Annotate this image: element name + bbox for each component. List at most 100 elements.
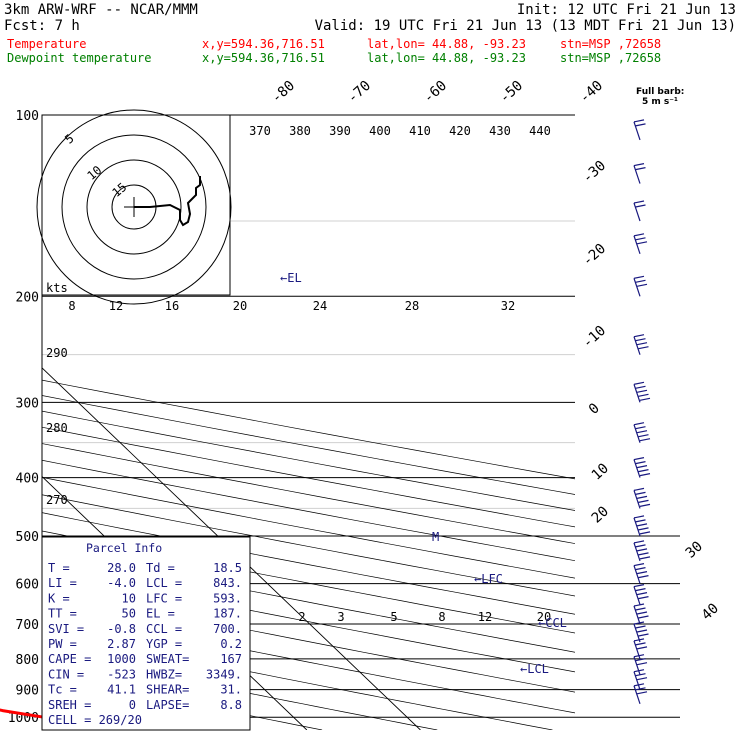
parcel-value: -0.8 — [107, 622, 136, 636]
parcel-key: Tc = — [48, 683, 77, 697]
barb-flag — [633, 381, 645, 385]
barb-shaft — [633, 623, 641, 643]
barb-flag — [638, 469, 649, 473]
barb-shaft — [633, 565, 641, 584]
barb-flag — [636, 283, 648, 287]
isotherm-label: -20 — [580, 241, 610, 270]
parcel-key: TT = — [48, 607, 77, 621]
isotherm-label: 10 — [589, 460, 612, 483]
barb-flag — [635, 461, 646, 465]
wind-barb — [633, 515, 651, 537]
barb-flag — [633, 163, 645, 167]
barb-flag — [639, 438, 651, 442]
barb-flag — [635, 687, 646, 691]
parcel-value: 1000 — [107, 652, 136, 666]
parcel-row: CIN = -523 HWBZ= 3349. — [48, 667, 242, 681]
barb-flag — [635, 607, 646, 611]
theta-label: 440 — [529, 124, 551, 138]
parcel-row: SREH = 0 LAPSE= 8.8 — [48, 698, 242, 712]
barb-flag — [635, 491, 646, 495]
parcel-key: LFC = — [146, 591, 182, 605]
barb-flag — [635, 279, 646, 283]
wind-barb — [633, 457, 651, 478]
barb-flag — [636, 342, 648, 346]
barb-flag — [635, 567, 646, 571]
barb-flag — [639, 531, 651, 535]
parcel-row: T = 28.0 Td = 18.5 — [48, 561, 242, 575]
parcel-value: 31. — [220, 683, 242, 697]
barb-flag — [633, 233, 645, 237]
forecast-hour: Fcst: 7 h — [4, 18, 80, 34]
parcel-key: SHEAR= — [146, 683, 189, 697]
pressure-label-300: 300 — [16, 396, 39, 411]
marker-lcl: ←LCL — [520, 662, 549, 676]
barb-shaft — [633, 671, 641, 690]
marker-lfc: ←LFC — [474, 572, 503, 586]
theta-label: 420 — [449, 124, 471, 138]
wind-barb — [633, 233, 648, 254]
temp-legend-stn: stn=MSP ,72658 — [560, 37, 661, 51]
wind-barb — [633, 683, 648, 704]
barb-shaft — [633, 542, 641, 562]
barb-legend-title: Full barb: — [636, 87, 684, 97]
pressure-label-200: 200 — [16, 290, 39, 305]
barb-flag — [633, 457, 645, 461]
isotherm-label: -80 — [269, 78, 299, 107]
dry-adiabat — [42, 476, 575, 579]
barb-shaft — [633, 586, 641, 605]
speed-label: 8 — [68, 299, 75, 313]
dew-legend-xy: x,y=594.36,716.51 — [202, 51, 325, 65]
barb-flag — [633, 487, 645, 491]
barb-flag — [635, 338, 646, 342]
barb-flag — [633, 540, 645, 544]
temp-legend-xy: x,y=594.36,716.51 — [202, 37, 325, 51]
pressure-label-800: 800 — [16, 653, 39, 668]
parcel-key: SVI = — [48, 622, 84, 636]
barb-flag — [636, 677, 648, 681]
temp-legend-name: Temperature — [7, 37, 86, 51]
wind-barb — [633, 540, 651, 562]
isotherm-label: 30 — [683, 538, 706, 561]
pressure-label-100: 100 — [16, 109, 39, 124]
barb-shaft — [633, 384, 641, 403]
barb-flag — [636, 523, 648, 527]
parcel-key: HWBZ= — [146, 667, 182, 681]
isotherm-label: 0 — [586, 400, 603, 418]
barb-flag — [636, 571, 648, 575]
parcel-value: 18.5 — [213, 561, 242, 575]
parcel-key: CAPE = — [48, 652, 91, 666]
dry-adiabat-label: 290 — [46, 346, 68, 360]
barb-flag — [635, 673, 646, 677]
wind-barb — [633, 200, 646, 222]
parcel-row: PW = 2.87 YGP = 0.2 — [48, 637, 242, 651]
dry-adiabat — [42, 512, 575, 615]
barb-flag — [635, 625, 646, 629]
parcel-value: 10 — [122, 591, 136, 605]
parcel-value: 843. — [213, 576, 242, 590]
hodograph-units: kts — [46, 281, 68, 295]
speed-label: 24 — [313, 299, 327, 313]
parcel-value: -523 — [107, 667, 136, 681]
wind-barb — [633, 275, 648, 297]
barb-flag — [635, 544, 646, 548]
mixing-ratio-label: 8 — [438, 610, 445, 624]
isotherm-label: -70 — [345, 78, 375, 107]
parcel-value: 3349. — [206, 667, 242, 681]
parcel-key: Td = — [146, 561, 175, 575]
barb-flag — [635, 642, 646, 646]
barb-shaft — [633, 490, 641, 509]
parcel-key: EL = — [146, 607, 175, 621]
isotherm-label: 40 — [699, 600, 722, 623]
barb-shaft — [633, 656, 641, 675]
parcel-key: K = — [48, 591, 70, 605]
isotherm-label: -40 — [577, 78, 607, 107]
barb-shaft — [633, 121, 641, 141]
mixing-ratio-label: 3 — [337, 610, 344, 624]
marker-el: ←EL — [280, 271, 302, 285]
barb-flag — [633, 584, 645, 588]
dew-legend-stn: stn=MSP ,72658 — [560, 51, 661, 65]
parcel-row: Tc = 41.1 SHEAR= 31. — [48, 683, 242, 697]
dry-adiabat — [42, 588, 575, 693]
wind-barb — [633, 584, 649, 605]
